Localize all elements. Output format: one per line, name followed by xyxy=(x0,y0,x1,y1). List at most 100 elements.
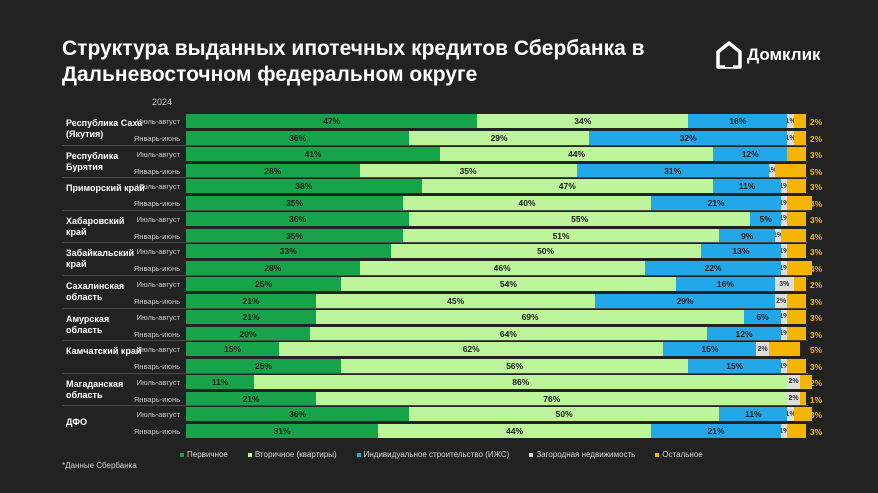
legend-swatch xyxy=(655,452,660,457)
bar-segment-other xyxy=(787,359,806,374)
bar-segment-primary: 36% xyxy=(186,211,410,226)
bar-segment-izhs: 31% xyxy=(576,163,769,178)
bar-segment-primary: 36% xyxy=(186,407,410,422)
other-value-label: 2% xyxy=(809,280,823,290)
period-label: Январь-июнь xyxy=(133,427,180,437)
other-value-label: 5% xyxy=(809,345,823,356)
bar-segment-country: 1% xyxy=(781,196,788,211)
legend-label: Первичное xyxy=(187,450,228,459)
bar-segment-izhs: 21% xyxy=(651,196,782,211)
bar-segment-primary: 47% xyxy=(186,114,478,128)
bar-segment-secondary: 35% xyxy=(359,163,577,178)
logo-text: Домклик xyxy=(747,45,821,64)
other-value-label: 4% xyxy=(809,264,823,275)
bar-segment-primary: 21% xyxy=(186,294,317,308)
other-value-label: 3% xyxy=(809,329,823,340)
bar-segment-primary: 28% xyxy=(186,261,360,276)
bar-segment-primary: 21% xyxy=(186,391,317,406)
legend-item-secondary: Вторичное (квартиры) xyxy=(247,450,337,459)
bar-segment-primary: 38% xyxy=(186,179,422,194)
period-label: Июль-август xyxy=(136,247,180,257)
bar-segment-country: 1% xyxy=(787,114,794,128)
bar-segment-primary: 25% xyxy=(186,359,341,374)
region-label: Забайкальский край xyxy=(66,248,135,270)
legend-label: Загородная недвижимость xyxy=(536,450,636,459)
bar-segment-country: 2% xyxy=(775,294,788,308)
bar-segment-secondary: 47% xyxy=(421,179,713,194)
bar-segment-country: 1% xyxy=(781,424,788,439)
legend-label: Индивидуальное строительство (ИЖС) xyxy=(363,450,510,459)
bar-segment-other xyxy=(793,131,806,145)
chart-legend: Первичное Вторичное (квартиры) Индивидуаль… xyxy=(180,450,703,459)
period-label: Январь-июнь xyxy=(133,362,180,372)
legend-swatch xyxy=(529,452,534,457)
bar-segment-secondary: 46% xyxy=(359,261,645,276)
period-label: Январь-июнь xyxy=(133,166,180,176)
bar-segment-izhs: 16% xyxy=(675,277,775,291)
bar-segment-other xyxy=(787,294,806,308)
bar-segment-other xyxy=(793,277,806,291)
bar-segment-secondary: 76% xyxy=(316,391,788,406)
bar-segment-other xyxy=(799,374,813,389)
bar-segment-country: 1% xyxy=(775,228,782,243)
bar-segment-primary: 36% xyxy=(186,131,410,145)
domclick-logo: Домклик xyxy=(716,40,821,70)
other-value-label: 4% xyxy=(809,199,823,210)
bar-segment-country: 1% xyxy=(781,359,788,374)
other-value-label: 3% xyxy=(809,312,823,323)
bar-segment-secondary: 29% xyxy=(409,131,589,145)
period-label: Январь-июнь xyxy=(133,394,180,404)
bar-segment-other xyxy=(799,391,806,406)
period-label: Январь-июнь xyxy=(133,199,180,209)
bar-segment-country: 1% xyxy=(781,211,788,226)
other-value-label: 2% xyxy=(809,117,823,127)
other-value-label: 3% xyxy=(809,362,823,373)
bar-segment-country: 1% xyxy=(781,326,788,341)
bar-segment-other xyxy=(793,407,813,422)
domclick-house-icon xyxy=(716,41,742,69)
bar-segment-izhs: 11% xyxy=(713,179,782,194)
bar-segment-country: 1% xyxy=(781,244,788,259)
bar-segment-izhs: 22% xyxy=(644,261,782,276)
group-separator xyxy=(62,405,808,407)
bar-segment-primary: 35% xyxy=(186,228,403,243)
period-label: Январь-июнь xyxy=(133,264,180,274)
period-label: Январь-июнь xyxy=(133,329,180,339)
bar-segment-secondary: 44% xyxy=(440,146,713,161)
bar-segment-secondary: 44% xyxy=(378,424,651,439)
bar-segment-izhs: 29% xyxy=(595,294,775,308)
other-value-label: 3% xyxy=(809,214,823,225)
bar-segment-secondary: 64% xyxy=(310,326,707,341)
bar-segment-izhs: 21% xyxy=(651,424,782,439)
bar-segment-country: 1% xyxy=(781,261,788,276)
region-label: ДФО xyxy=(66,417,87,428)
bar-segment-country: 3% xyxy=(775,277,794,291)
other-value-label: 3% xyxy=(809,182,823,193)
bar-segment-izhs: 12% xyxy=(713,146,788,161)
bar-segment-izhs: 32% xyxy=(589,131,788,145)
bar-segment-primary: 11% xyxy=(186,374,255,389)
other-value-label: 3% xyxy=(809,149,823,160)
bar-segment-izhs: 13% xyxy=(700,244,782,259)
bar-segment-country: 1% xyxy=(787,131,794,145)
bar-segment-izhs: 5% xyxy=(750,211,782,226)
region-label: Приморский край xyxy=(66,183,145,194)
bar-segment-country: 2% xyxy=(756,342,769,357)
region-label: Республика Саха (Якутия) xyxy=(66,118,143,139)
bar-segment-izhs: 9% xyxy=(719,228,775,243)
bar-segment-secondary: 54% xyxy=(341,277,676,291)
bar-segment-primary: 21% xyxy=(186,309,317,324)
bar-segment-secondary: 40% xyxy=(403,196,651,211)
bar-segment-izhs: 15% xyxy=(663,342,757,357)
bar-segment-country: 1% xyxy=(787,407,794,422)
bar-segment-other xyxy=(787,179,806,194)
bar-segment-other xyxy=(787,244,806,259)
bar-segment-primary: 25% xyxy=(186,277,341,291)
legend-swatch xyxy=(180,452,184,457)
footnote: *Данные Сбербанка xyxy=(62,461,137,470)
period-label: Июль-август xyxy=(136,410,180,420)
bar-segment-secondary: 45% xyxy=(316,294,596,308)
region-label: Камчатский край xyxy=(66,346,142,357)
group-separator xyxy=(62,340,808,342)
